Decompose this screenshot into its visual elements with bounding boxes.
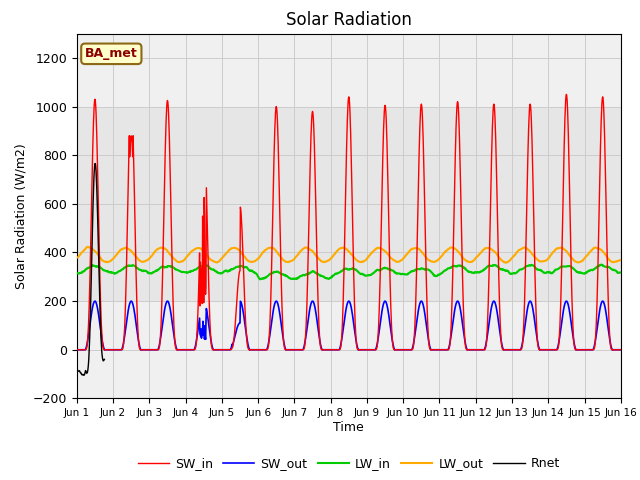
SW_in: [504, 347, 512, 353]
Line: Rnet: Rnet: [77, 164, 104, 375]
LW_in: [433, 273, 441, 279]
Line: SW_out: SW_out: [77, 301, 620, 350]
SW_in: [616, 347, 624, 353]
X-axis label: Time: Time: [333, 421, 364, 434]
LW_out: [502, 260, 510, 265]
LW_out: [505, 259, 513, 264]
Line: LW_in: LW_in: [77, 264, 620, 279]
LW_out: [433, 258, 441, 264]
LW_in: [504, 268, 512, 274]
Line: LW_out: LW_out: [77, 247, 620, 263]
SW_in: [255, 347, 263, 353]
LW_in: [180, 269, 188, 275]
SW_out: [181, 347, 189, 353]
SW_out: [73, 347, 81, 353]
Line: SW_in: SW_in: [77, 95, 620, 350]
Text: BA_met: BA_met: [85, 48, 138, 60]
SW_in: [181, 347, 189, 353]
LW_in: [194, 265, 202, 271]
Y-axis label: Solar Radiation (W/m2): Solar Radiation (W/m2): [14, 143, 27, 289]
LW_in: [256, 276, 264, 282]
SW_in: [73, 347, 81, 353]
SW_out: [433, 347, 441, 353]
LW_in: [598, 262, 605, 267]
SW_out: [552, 347, 560, 353]
SW_in: [433, 347, 441, 353]
SW_out: [504, 347, 512, 353]
Title: Solar Radiation: Solar Radiation: [286, 11, 412, 29]
LW_out: [553, 246, 561, 252]
Bar: [77, 107, 621, 301]
LW_out: [181, 256, 189, 262]
LW_in: [552, 267, 560, 273]
LW_in: [255, 275, 262, 280]
LW_in: [73, 270, 81, 276]
SW_out: [255, 347, 263, 353]
SW_in: [194, 306, 202, 312]
LW_out: [194, 245, 202, 251]
LW_out: [255, 255, 263, 261]
SW_in: [552, 347, 560, 353]
LW_out: [73, 255, 81, 261]
LW_out: [84, 244, 92, 250]
LW_out: [616, 257, 624, 263]
SW_out: [194, 326, 202, 332]
Legend: SW_in, SW_out, LW_in, LW_out, Rnet: SW_in, SW_out, LW_in, LW_out, Rnet: [132, 452, 565, 475]
SW_out: [616, 347, 624, 353]
Rnet: [73, 368, 81, 373]
LW_in: [616, 270, 624, 276]
